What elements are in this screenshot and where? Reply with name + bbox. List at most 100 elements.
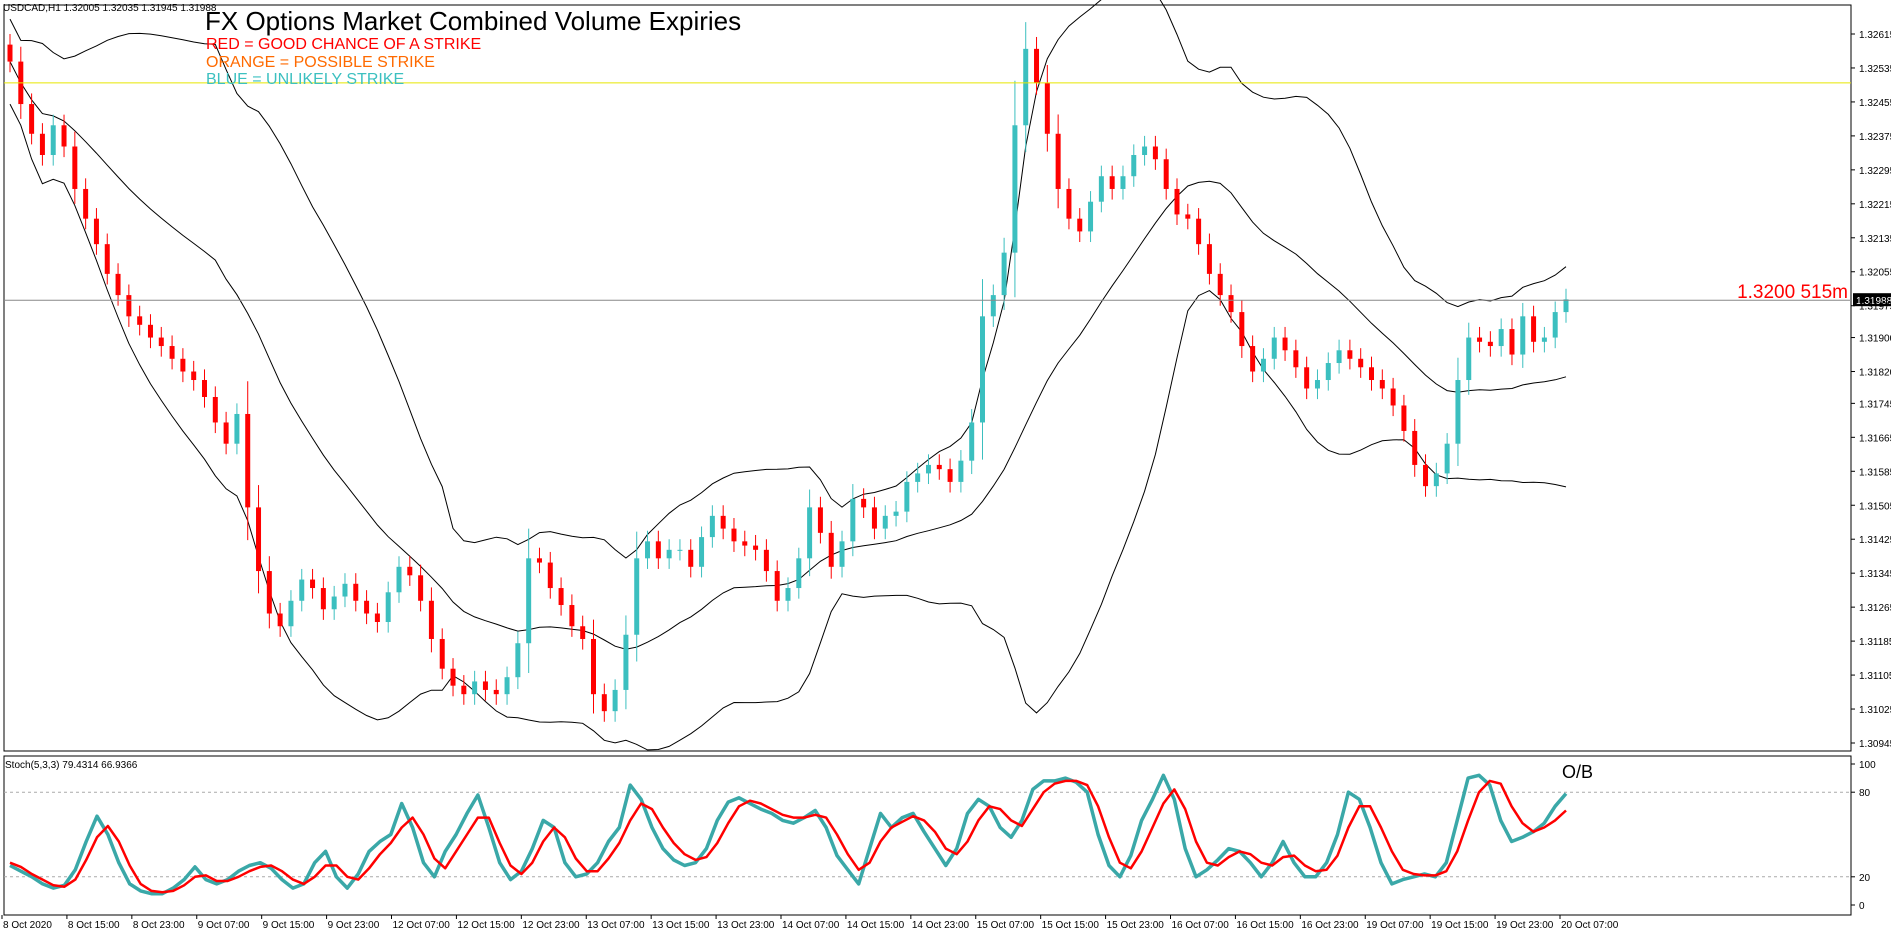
candle-body (223, 422, 229, 444)
candle-body (871, 507, 877, 529)
candle-body (1541, 337, 1547, 342)
candle-body (374, 613, 380, 623)
candle-body (990, 295, 996, 317)
time-tick-label: 15 Oct 15:00 (1042, 920, 1100, 931)
candle (1001, 237, 1007, 310)
candle-body (288, 600, 294, 627)
price-tick-label: 1.31585 (1859, 467, 1891, 478)
candle-body (202, 380, 207, 397)
candle-body (50, 125, 56, 155)
candle (699, 526, 705, 578)
candle-body (396, 566, 402, 593)
candle (1444, 433, 1450, 485)
candle-body (893, 511, 899, 516)
price-axis: 1.32615 1.32535 1.32455 1.32375 1.32295 1.322… (1851, 30, 1891, 750)
candle-body (1098, 176, 1104, 202)
price-tick-label: 1.31025 (1859, 705, 1891, 716)
candle-body (450, 668, 456, 686)
candle (450, 658, 456, 697)
candle (147, 314, 153, 349)
candle (850, 484, 856, 557)
candle (299, 568, 305, 612)
candle (407, 556, 413, 586)
candle-body (1531, 316, 1537, 342)
candle (958, 450, 964, 493)
candle (137, 305, 143, 336)
candle-body (385, 592, 391, 623)
price-tick-label: 1.32615 (1859, 30, 1891, 41)
price-tick-label: 1.32055 (1859, 268, 1891, 279)
candle (310, 568, 316, 599)
time-tick-label: 14 Oct 23:00 (912, 920, 970, 931)
candle (634, 531, 640, 662)
price-tick-label: 1.31900 (1859, 334, 1891, 345)
time-tick-label: 14 Oct 07:00 (782, 920, 840, 931)
candle-body (1433, 473, 1439, 487)
candle (558, 577, 564, 616)
time-tick-label: 15 Oct 23:00 (1107, 920, 1165, 931)
candle (763, 539, 769, 582)
candle (536, 547, 542, 574)
time-tick-label: 19 Oct 15:00 (1431, 920, 1489, 931)
candle-body (1304, 367, 1310, 389)
candle-body (753, 545, 759, 550)
candle-body (1293, 350, 1299, 368)
candle-body (439, 638, 445, 669)
candle-body (536, 558, 542, 563)
candle-body (1077, 218, 1083, 232)
candle (288, 590, 294, 637)
candle (1023, 22, 1029, 153)
candle (1250, 335, 1256, 383)
candle-body (850, 498, 856, 542)
candle (882, 505, 888, 540)
candle-body (158, 337, 164, 347)
candle-body (958, 460, 964, 482)
candle (612, 679, 618, 722)
time-tick-label: 9 Oct 23:00 (328, 920, 380, 931)
candle-body (796, 558, 802, 589)
price-tick-label: 1.32135 (1859, 234, 1891, 245)
candle (936, 454, 942, 480)
candle-body (266, 571, 272, 614)
candle-body (688, 549, 694, 567)
candle-body (936, 464, 942, 470)
candle-body (1412, 430, 1418, 465)
candle (504, 666, 510, 705)
candle (1498, 318, 1504, 357)
candle (104, 233, 110, 285)
candle-body (137, 316, 143, 325)
stoch-tick-label: 0 (1859, 901, 1865, 912)
candle (385, 581, 391, 633)
candle-body (320, 588, 326, 610)
candle-body (1314, 380, 1320, 389)
time-tick-label: 8 Oct 15:00 (68, 920, 120, 931)
candle (709, 505, 715, 548)
candle (353, 573, 359, 612)
candle (1541, 326, 1547, 353)
candle (1239, 300, 1245, 358)
candle-body (299, 579, 305, 601)
candle-body (839, 541, 845, 567)
candle-body (169, 346, 175, 359)
candle (1012, 80, 1018, 298)
candle (1358, 348, 1364, 378)
candle-body (256, 507, 262, 572)
candle-body (666, 549, 672, 559)
candle (1304, 356, 1310, 400)
candle-body (1001, 252, 1007, 296)
price-tick-label: 1.32215 (1859, 200, 1891, 211)
candle-body (331, 596, 337, 610)
bollinger-middle (9, 61, 1567, 650)
candle (1369, 356, 1374, 391)
price-tick-label: 1.31265 (1859, 603, 1891, 614)
candle-body (720, 515, 726, 529)
bollinger-upper (9, 0, 1567, 559)
candle-body (569, 605, 575, 627)
candle (925, 454, 931, 485)
candle-body (634, 558, 640, 635)
candle-body (1055, 133, 1061, 189)
price-tick-label: 1.31975 (1859, 302, 1891, 313)
candle-body (407, 566, 413, 576)
candle (364, 590, 370, 625)
candle-body (1498, 329, 1504, 347)
